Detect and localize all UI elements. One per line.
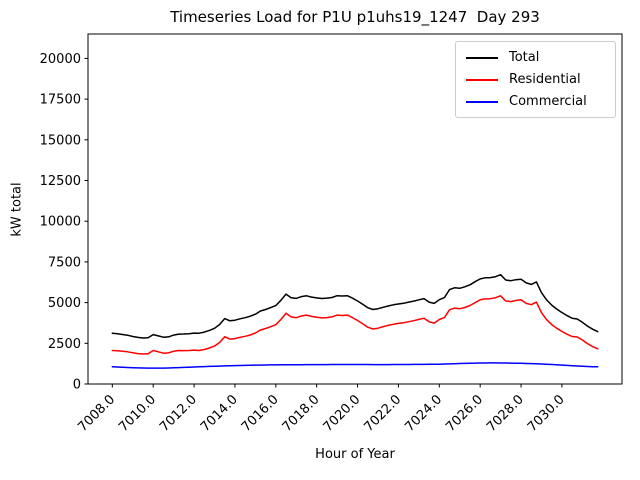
- y-tick-label: 7500: [48, 255, 81, 270]
- x-tick-label: 7016.0: [239, 392, 282, 435]
- legend-label-residential: Residential: [509, 72, 581, 87]
- legend: Total Residential Commercial: [455, 41, 616, 118]
- legend-label-total: Total: [509, 50, 540, 65]
- y-tick-label: 12500: [40, 174, 81, 189]
- plot-frame: [87, 33, 623, 385]
- x-tick-label: 7008.0: [75, 392, 118, 435]
- series-line-residential: [111, 295, 599, 355]
- legend-line-total-icon: [466, 56, 498, 59]
- x-axis-label: Hour of Year: [315, 447, 395, 462]
- y-tick-label: 17500: [40, 93, 81, 108]
- x-tick-label: 7014.0: [198, 392, 241, 435]
- series-line-commercial: [111, 362, 599, 369]
- x-tick-label: 7022.0: [361, 392, 404, 435]
- y-tick-label: 0: [73, 378, 81, 393]
- legend-label-commercial: Commercial: [509, 94, 587, 109]
- x-tick-label: 7030.0: [525, 392, 568, 435]
- legend-line-residential-icon: [466, 78, 498, 81]
- legend-line-commercial-icon: [466, 100, 498, 103]
- x-tick-label: 7010.0: [116, 392, 159, 435]
- x-tick-label: 7020.0: [321, 392, 364, 435]
- x-tick-label: 7018.0: [280, 392, 323, 435]
- y-tick-label: 2500: [48, 337, 81, 352]
- x-tick-label: 7024.0: [402, 392, 445, 435]
- y-tick-label: 20000: [40, 52, 81, 67]
- x-tick-label: 7012.0: [157, 392, 200, 435]
- chart-title: Timeseries Load for P1U p1uhs19_1247 Day…: [170, 8, 540, 26]
- x-tick-label: 7026.0: [443, 392, 486, 435]
- legend-entry-residential: Residential: [466, 71, 605, 88]
- legend-entry-total: Total: [466, 49, 605, 66]
- y-tick-label: 15000: [40, 133, 81, 148]
- series-line-total: [111, 273, 599, 339]
- x-tick-label: 7028.0: [484, 392, 527, 435]
- legend-entry-commercial: Commercial: [466, 93, 605, 110]
- y-tick-label: 10000: [40, 215, 81, 230]
- y-tick-label: 5000: [48, 296, 81, 311]
- y-axis-label: kW total: [9, 182, 25, 237]
